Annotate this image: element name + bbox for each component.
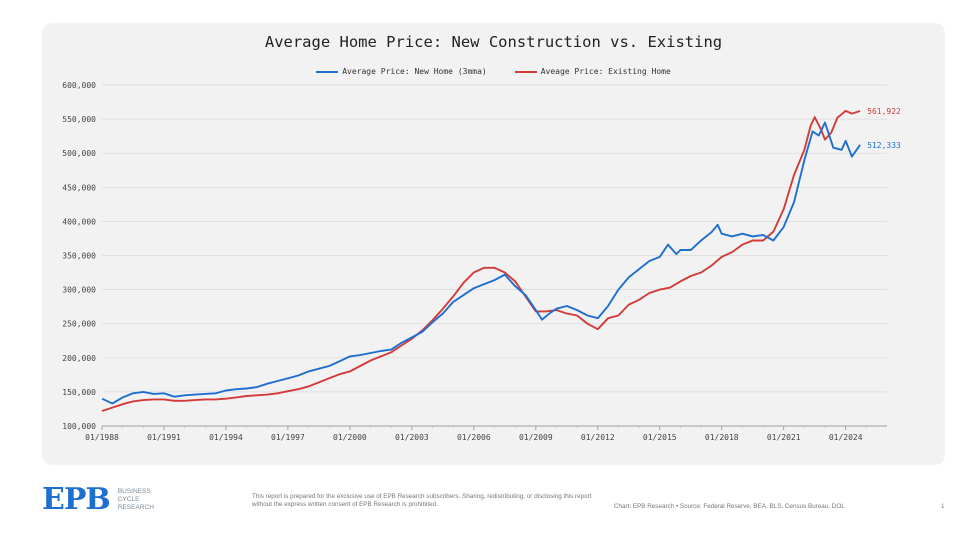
x-tick-label: 01/1994 — [209, 433, 243, 442]
y-tick-label: 300,000 — [62, 286, 96, 295]
footer-source: Chart: EPB Research • Source: Federal Re… — [614, 503, 845, 510]
legend-swatch-new-home — [316, 70, 339, 73]
y-tick-label: 100,000 — [62, 422, 96, 431]
legend-item-existing-home: Aveage Price: Existing Home — [514, 67, 671, 76]
logo-text: BUSINESS CYCLE RESEARCH — [118, 488, 154, 512]
logo-mark: EPB — [42, 482, 111, 517]
series-line-new-home — [101, 121, 861, 405]
y-tick-label: 200,000 — [62, 354, 96, 363]
legend-label-existing-home: Aveage Price: Existing Home — [540, 67, 671, 76]
x-tick-label: 01/1988 — [85, 433, 119, 442]
x-tick-label: 01/2012 — [581, 433, 615, 442]
legend-label-new-home: Average Price: New Home (3mma) — [342, 67, 487, 76]
y-tick-label: 550,000 — [62, 115, 96, 124]
y-tick-label: 400,000 — [62, 217, 96, 226]
epb-logo: EPB BUSINESS CYCLE RESEARCH — [42, 482, 154, 517]
page-number: 1 — [941, 503, 945, 510]
y-tick-label: 350,000 — [62, 252, 96, 261]
line-chart: 100,000 150,000 200,000 250,000 300,000 350,0… — [62, 81, 901, 442]
end-label-existing-home: 561,922 — [867, 107, 901, 116]
y-tick-label: 600,000 — [62, 81, 96, 90]
logo-line-3: RESEARCH — [117, 503, 154, 511]
y-tick-label: 450,000 — [62, 183, 96, 192]
chart-panel: Average Home Price: New Construction vs.… — [42, 23, 945, 465]
legend-swatch-existing-home — [514, 70, 537, 73]
x-tick-label: 01/2018 — [705, 433, 739, 442]
x-tick-label: 01/2006 — [457, 433, 491, 442]
x-tick-label: 01/1991 — [147, 433, 181, 442]
y-tick-label: 500,000 — [62, 149, 96, 158]
x-tick-label: 01/2024 — [829, 433, 863, 442]
x-tick-label: 01/1997 — [271, 433, 305, 442]
logo-line-2: CYCLE — [117, 495, 140, 503]
legend-item-new-home: Average Price: New Home (3mma) — [316, 67, 487, 76]
x-tick-label: 01/2021 — [767, 433, 801, 442]
x-tick-label: 01/2000 — [333, 433, 367, 442]
chart-legend: Average Price: New Home (3mma) Aveage Pr… — [42, 67, 945, 76]
y-tick-label: 250,000 — [62, 320, 96, 329]
x-tick-label: 01/2015 — [643, 433, 677, 442]
footer-disclaimer: This report is prepared for the exclusiv… — [252, 493, 592, 508]
series-line-existing-home — [101, 109, 861, 412]
end-label-new-home: 512,333 — [867, 141, 901, 150]
logo-line-1: BUSINESS — [117, 487, 151, 495]
y-tick-label: 150,000 — [62, 388, 96, 397]
chart-title: Average Home Price: New Construction vs.… — [264, 33, 723, 51]
x-tick-label: 01/2009 — [519, 433, 553, 442]
x-tick-label: 01/2003 — [395, 433, 429, 442]
